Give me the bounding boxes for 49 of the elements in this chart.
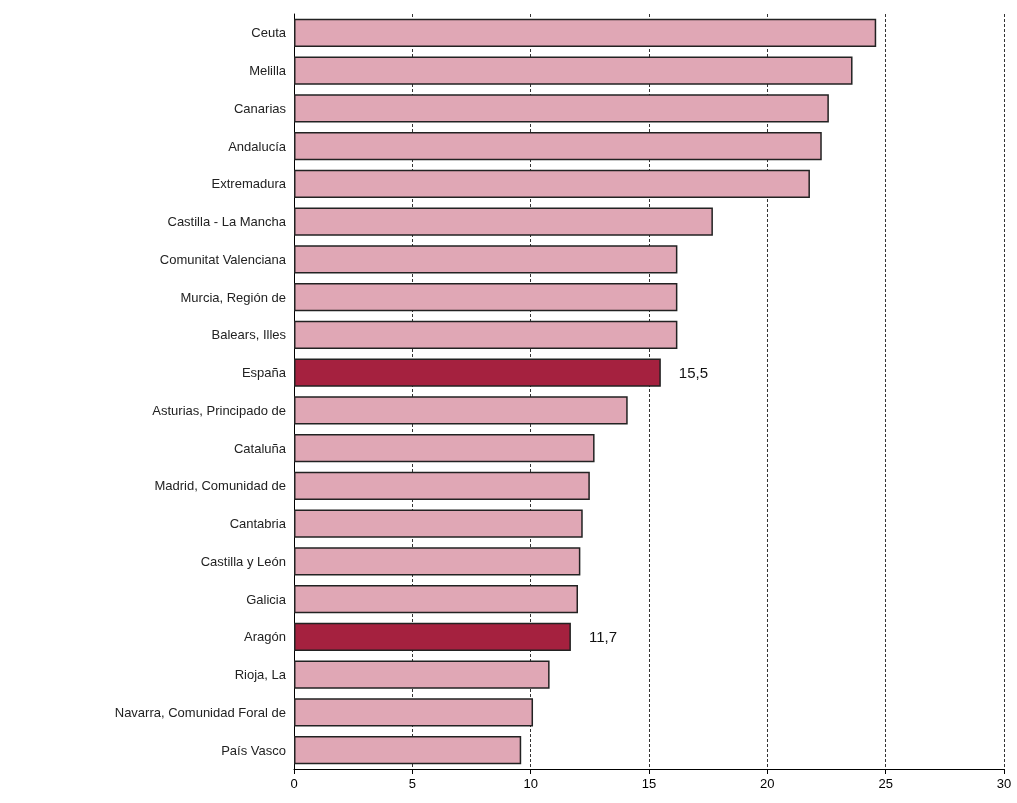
bar (294, 509, 583, 538)
y-tick-label: País Vasco (221, 742, 286, 758)
bar (294, 245, 678, 274)
y-tick-label: Cataluña (233, 440, 287, 456)
bar (294, 622, 571, 652)
y-tick-label: Cantabria (229, 516, 287, 532)
y-tick-label: Murcia, Región de (180, 289, 286, 305)
bar (294, 320, 678, 350)
y-tick-label: Castilla y León (200, 553, 286, 569)
bar (294, 698, 534, 727)
y-tick-label: Balears, Illes (211, 327, 287, 343)
y-tick-label: Aragón (244, 629, 286, 645)
x-tick-label: 5 (408, 776, 416, 791)
y-tick-label: España (241, 365, 287, 381)
x-tick-label: 10 (523, 776, 538, 791)
bar (294, 471, 590, 501)
bar (294, 207, 713, 236)
bar (294, 282, 678, 312)
bar (294, 131, 822, 161)
bar (294, 433, 595, 463)
y-tick-label: Madrid, Comunidad de (154, 478, 286, 494)
bar (294, 358, 661, 387)
x-tick-label: 30 (996, 776, 1012, 791)
y-tick-label: Melilla (249, 63, 287, 79)
y-tick-label: Comunitat Valenciana (159, 251, 287, 267)
x-tick-label: 25 (878, 776, 893, 791)
bar (294, 396, 628, 425)
x-tick-label: 0 (290, 776, 298, 791)
y-tick-label: Ceuta (251, 25, 287, 41)
bar (294, 547, 581, 576)
bar (294, 735, 522, 765)
bar (294, 584, 578, 614)
bar (294, 660, 550, 689)
y-tick-label: Rioja, La (234, 667, 287, 683)
y-tick-label: Extremadura (211, 176, 287, 192)
x-tick-label: 15 (641, 776, 657, 791)
y-tick-label: Galicia (246, 591, 287, 607)
data-label: 11,7 (588, 628, 617, 646)
data-label: 15,5 (678, 364, 709, 382)
y-tick-label: Asturias, Principado de (152, 402, 286, 418)
bar (294, 169, 810, 199)
y-tick-label: Castilla - La Mancha (167, 214, 287, 230)
y-tick-label: Canarias (233, 100, 287, 116)
bar (294, 18, 877, 48)
x-tick-label: 20 (760, 776, 775, 791)
bar (294, 56, 853, 85)
y-tick-label: Navarra, Comunidad Foral de (114, 704, 286, 720)
y-tick-label: Andalucía (228, 138, 287, 154)
bar (294, 94, 829, 123)
